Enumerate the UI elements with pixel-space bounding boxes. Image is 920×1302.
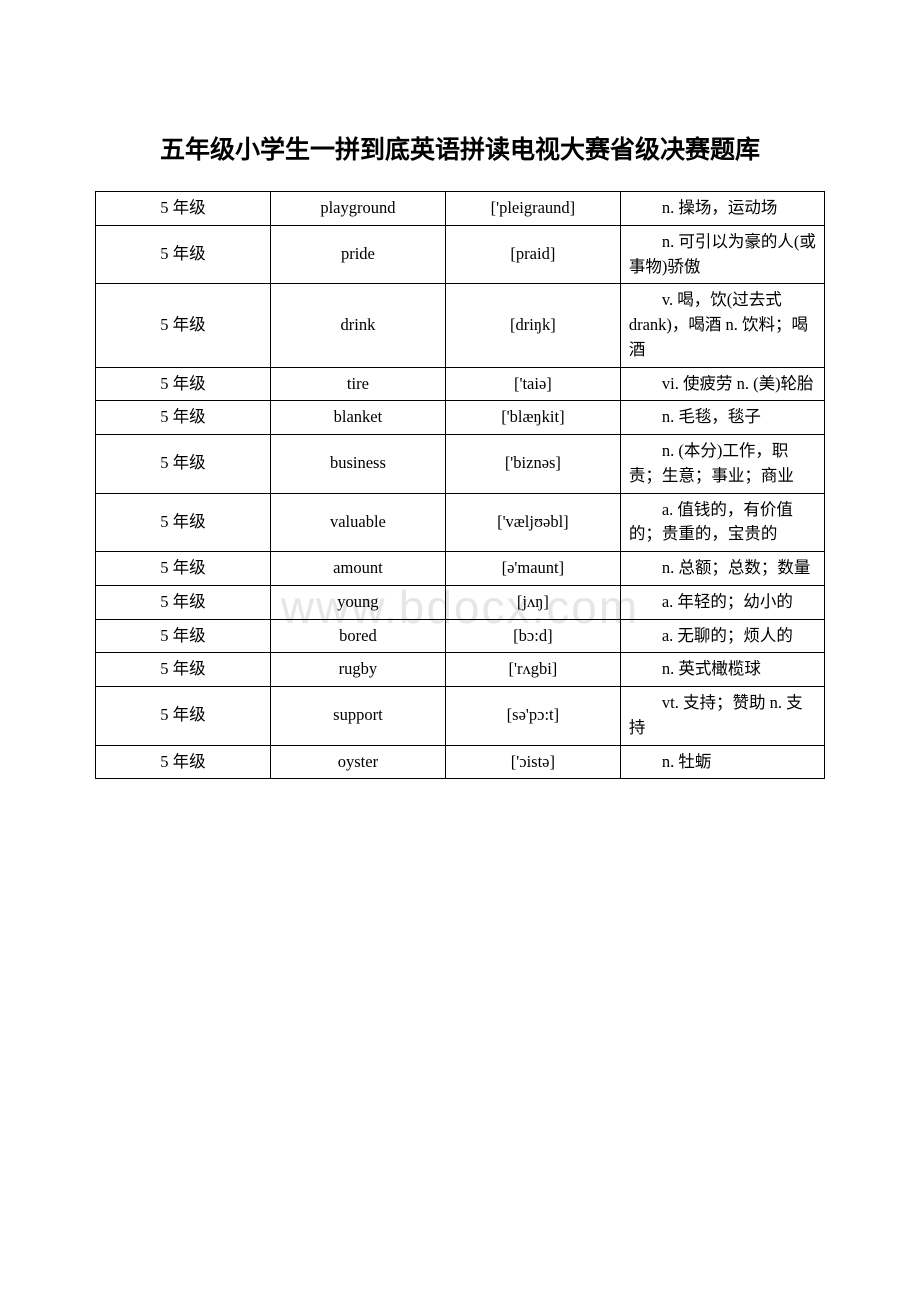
cell-definition: n. 牡蛎 [620, 745, 824, 779]
vocabulary-table: 5 年级playground['pleigraund]n. 操场，运动场5 年级… [95, 191, 825, 779]
cell-definition: a. 无聊的；烦人的 [620, 619, 824, 653]
table-row: 5 年级valuable['væljʊəbl]a. 值钱的，有价值的；贵重的，宝… [96, 493, 825, 552]
cell-word: drink [270, 284, 445, 367]
cell-grade: 5 年级 [96, 653, 271, 687]
cell-word: amount [270, 552, 445, 586]
table-row: 5 年级rugby['rʌgbi]n. 英式橄榄球 [96, 653, 825, 687]
cell-grade: 5 年级 [96, 619, 271, 653]
table-row: 5 年级tire['taiə]vi. 使疲劳 n. (美)轮胎 [96, 367, 825, 401]
table-row: 5 年级amount[ə'maunt]n. 总额；总数；数量 [96, 552, 825, 586]
cell-definition: a. 年轻的；幼小的 [620, 585, 824, 619]
cell-grade: 5 年级 [96, 401, 271, 435]
table-row: 5 年级young[jʌŋ]a. 年轻的；幼小的 [96, 585, 825, 619]
cell-phonetic: ['væljʊəbl] [445, 493, 620, 552]
cell-word: business [270, 435, 445, 494]
cell-grade: 5 年级 [96, 745, 271, 779]
cell-phonetic: [praid] [445, 225, 620, 284]
cell-phonetic: ['taiə] [445, 367, 620, 401]
table-row: 5 年级business['biznəs]n. (本分)工作，职责；生意；事业；… [96, 435, 825, 494]
cell-definition: n. 毛毯，毯子 [620, 401, 824, 435]
cell-grade: 5 年级 [96, 552, 271, 586]
cell-grade: 5 年级 [96, 367, 271, 401]
cell-definition: vi. 使疲劳 n. (美)轮胎 [620, 367, 824, 401]
cell-phonetic: [ə'maunt] [445, 552, 620, 586]
cell-phonetic: [sə'pɔ:t] [445, 687, 620, 746]
cell-definition: n. 操场，运动场 [620, 192, 824, 226]
table-row: 5 年级oyster['ɔistə]n. 牡蛎 [96, 745, 825, 779]
table-row: 5 年级bored[bɔ:d]a. 无聊的；烦人的 [96, 619, 825, 653]
cell-phonetic: ['pleigraund] [445, 192, 620, 226]
cell-definition: v. 喝，饮(过去式 drank)，喝酒 n. 饮料；喝酒 [620, 284, 824, 367]
cell-definition: a. 值钱的，有价值的；贵重的，宝贵的 [620, 493, 824, 552]
table-row: 5 年级pride[praid]n. 可引以为豪的人(或事物)骄傲 [96, 225, 825, 284]
cell-grade: 5 年级 [96, 435, 271, 494]
cell-word: young [270, 585, 445, 619]
cell-word: valuable [270, 493, 445, 552]
table-row: 5 年级drink[driŋk]v. 喝，饮(过去式 drank)，喝酒 n. … [96, 284, 825, 367]
cell-word: support [270, 687, 445, 746]
table-row: 5 年级blanket['blæŋkit]n. 毛毯，毯子 [96, 401, 825, 435]
cell-definition: n. (本分)工作，职责；生意；事业；商业 [620, 435, 824, 494]
cell-definition: n. 总额；总数；数量 [620, 552, 824, 586]
table-row: 5 年级playground['pleigraund]n. 操场，运动场 [96, 192, 825, 226]
cell-word: blanket [270, 401, 445, 435]
cell-phonetic: ['biznəs] [445, 435, 620, 494]
table-row: 5 年级support[sə'pɔ:t]vt. 支持；赞助 n. 支持 [96, 687, 825, 746]
cell-phonetic: [jʌŋ] [445, 585, 620, 619]
cell-grade: 5 年级 [96, 687, 271, 746]
cell-phonetic: [bɔ:d] [445, 619, 620, 653]
cell-grade: 5 年级 [96, 225, 271, 284]
cell-phonetic: ['rʌgbi] [445, 653, 620, 687]
cell-word: tire [270, 367, 445, 401]
cell-grade: 5 年级 [96, 284, 271, 367]
cell-phonetic: [driŋk] [445, 284, 620, 367]
cell-word: pride [270, 225, 445, 284]
cell-definition: vt. 支持；赞助 n. 支持 [620, 687, 824, 746]
page-title: 五年级小学生一拼到底英语拼读电视大赛省级决赛题库 [95, 130, 825, 166]
cell-grade: 5 年级 [96, 493, 271, 552]
cell-word: rugby [270, 653, 445, 687]
cell-grade: 5 年级 [96, 585, 271, 619]
cell-word: bored [270, 619, 445, 653]
cell-grade: 5 年级 [96, 192, 271, 226]
cell-word: oyster [270, 745, 445, 779]
cell-phonetic: ['ɔistə] [445, 745, 620, 779]
cell-phonetic: ['blæŋkit] [445, 401, 620, 435]
table-body: 5 年级playground['pleigraund]n. 操场，运动场5 年级… [96, 192, 825, 779]
cell-definition: n. 英式橄榄球 [620, 653, 824, 687]
cell-definition: n. 可引以为豪的人(或事物)骄傲 [620, 225, 824, 284]
cell-word: playground [270, 192, 445, 226]
